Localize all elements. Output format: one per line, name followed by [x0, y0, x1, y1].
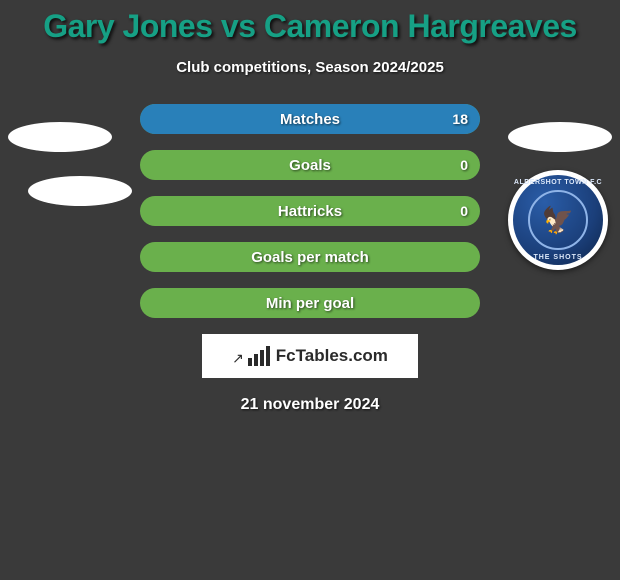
stat-bar: Goals 0 [140, 150, 480, 180]
stat-bar-value: 0 [460, 203, 468, 219]
badge-inner-ring: 🦅 [528, 190, 588, 250]
logo-text: FcTables.com [276, 346, 388, 366]
badge-text-top: ALDERSHOT TOWN F.C [513, 179, 603, 186]
stat-bar-label: Goals [289, 157, 331, 174]
right-player-placeholder: ALDERSHOT TOWN F.C 🦅 THE SHOTS [508, 122, 612, 270]
club-badge: ALDERSHOT TOWN F.C 🦅 THE SHOTS [508, 170, 608, 270]
placeholder-ellipse [28, 176, 132, 206]
badge-text-bottom: THE SHOTS [513, 254, 603, 261]
stat-bar: Hattricks 0 [140, 196, 480, 226]
stat-bar: Min per goal [140, 288, 480, 318]
phoenix-icon: 🦅 [542, 205, 574, 236]
chart-icon: ↗ [232, 350, 244, 367]
stat-bar-label: Min per goal [266, 295, 354, 312]
stat-bar-value: 18 [452, 111, 468, 127]
stat-bar-label: Hattricks [278, 203, 342, 220]
bars-icon [248, 346, 270, 366]
placeholder-ellipse [8, 122, 112, 152]
comparison-title: Gary Jones vs Cameron Hargreaves [0, 0, 620, 45]
comparison-subtitle: Club competitions, Season 2024/2025 [0, 59, 620, 76]
stat-bar: Goals per match [140, 242, 480, 272]
placeholder-ellipse [508, 122, 612, 152]
stat-bar: Matches 18 [140, 104, 480, 134]
stat-bar-label: Matches [280, 111, 340, 128]
fctables-logo: ↗ FcTables.com [202, 334, 418, 378]
left-player-placeholder [8, 122, 132, 230]
stat-bars: Matches 18 Goals 0 Hattricks 0 Goals per match… [140, 104, 480, 318]
stat-bar-value: 0 [460, 157, 468, 173]
stat-bar-label: Goals per match [251, 249, 369, 266]
snapshot-date: 21 november 2024 [0, 396, 620, 414]
